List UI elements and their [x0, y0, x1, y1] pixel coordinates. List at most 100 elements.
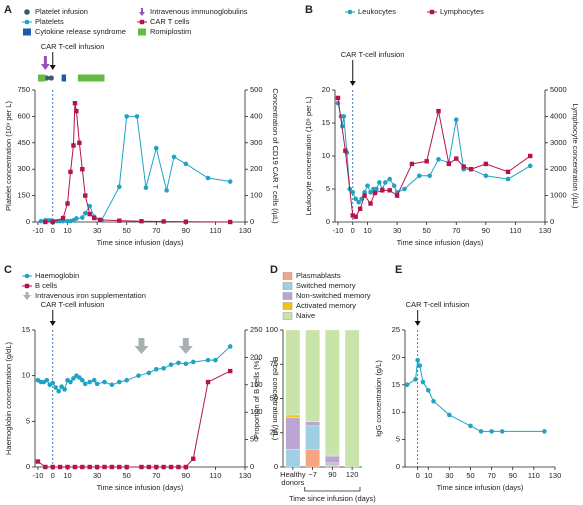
x-tick-label: -10: [33, 471, 44, 480]
data-point: [391, 183, 397, 188]
legend-label: Platelet infusion: [35, 7, 88, 16]
y-tick-label: 0: [26, 217, 30, 226]
data-point: [124, 114, 129, 119]
data-point: [171, 154, 177, 160]
data-point: [164, 188, 169, 193]
event-dot: [48, 75, 54, 81]
y2-tick-label: 300: [250, 138, 263, 147]
y-tick-label: 450: [17, 138, 30, 147]
data-point: [71, 143, 76, 148]
y2-tick-label: 100: [250, 407, 263, 416]
data-point: [343, 148, 348, 153]
data-point: [146, 370, 152, 376]
data-point: [50, 219, 55, 225]
data-point: [71, 376, 76, 381]
y-tick-label: 20: [392, 352, 400, 361]
legend-label: Activated memory: [296, 301, 356, 310]
legend-label: Lymphocytes: [440, 7, 484, 16]
x-tick-label: 90: [182, 226, 190, 235]
data-point: [205, 175, 211, 181]
x-tick-label: 30: [93, 471, 101, 480]
x-axis-label: Time since infusion (days): [397, 238, 484, 247]
data-point: [91, 377, 97, 383]
x-tick-label: 50: [123, 226, 131, 235]
x-tick-label: 70: [452, 226, 460, 235]
data-point: [227, 344, 233, 349]
bar-segment: [325, 329, 340, 457]
y2-tick-label: 0: [250, 462, 254, 471]
y-tick-label: 5: [396, 435, 400, 444]
bar-segment: [305, 449, 320, 468]
data-point: [409, 161, 415, 167]
y-tick-label: 10: [392, 407, 400, 416]
y-tick-label: 25: [392, 325, 400, 334]
y-tick-label: 25: [270, 428, 278, 437]
legend-marker: [139, 8, 145, 16]
legend-marker: [139, 19, 145, 25]
data-point: [176, 464, 181, 470]
x-tick-label: −7: [308, 471, 317, 479]
data-point: [374, 186, 379, 192]
x-tick-label: 130: [539, 226, 552, 235]
data-point: [446, 161, 452, 167]
x-tick-label: Healthy donors: [280, 471, 306, 487]
y2-tick-label: 150: [250, 380, 263, 389]
legend-label: Cytokine release syndrome: [35, 27, 126, 36]
legend-label: B cells: [35, 281, 57, 290]
x-tick-label: 110: [509, 226, 521, 235]
legend-marker: [24, 273, 30, 279]
data-point: [505, 176, 511, 182]
panel-letter: C: [4, 264, 12, 276]
data-point: [117, 464, 122, 470]
legend-label: CAR T cells: [150, 17, 190, 26]
data-point: [372, 190, 378, 196]
data-point: [416, 173, 422, 179]
x-axis-label: Time since infusion (days): [437, 483, 524, 492]
data-point: [353, 214, 358, 219]
data-point: [56, 388, 61, 394]
x-tick-label: -10: [33, 226, 44, 235]
y-tick-label: 150: [17, 191, 30, 200]
data-point: [377, 180, 382, 185]
data-point: [176, 360, 181, 366]
data-point: [97, 217, 103, 223]
bar-segment: [305, 329, 320, 422]
data-point: [436, 157, 441, 162]
x-tick-label: 10: [63, 471, 71, 480]
x-tick-label: 30: [393, 226, 401, 235]
panel-letter: D: [270, 264, 278, 276]
data-point: [50, 380, 56, 386]
data-point: [72, 464, 78, 470]
x-tick-label: 90: [482, 226, 490, 235]
data-point: [368, 201, 373, 206]
data-point: [124, 464, 129, 470]
panel-letter: E: [395, 264, 402, 276]
data-point: [427, 173, 432, 179]
data-point: [404, 382, 410, 388]
x-tick-label-box: Healthy donors: [280, 471, 306, 487]
annotation: CAR T-cell infusion: [341, 50, 405, 59]
data-point: [350, 213, 355, 218]
legend-label: Intravenous immunoglobulins: [150, 7, 248, 16]
data-point: [65, 201, 70, 206]
data-point: [168, 362, 174, 368]
data-point: [453, 117, 459, 122]
data-point: [82, 381, 88, 387]
data-point: [213, 357, 218, 363]
event-bar: [37, 74, 46, 82]
data-point: [205, 379, 211, 385]
data-point: [53, 385, 59, 390]
data-point: [77, 375, 82, 380]
data-point: [357, 206, 363, 211]
event-arrow: [178, 338, 193, 354]
y2-tick-label: 0: [250, 217, 254, 226]
data-point: [50, 464, 55, 470]
y-tick-label: 0: [26, 462, 30, 471]
bar-segment: [285, 417, 301, 450]
data-point: [431, 398, 436, 404]
y-tick-label: 20: [322, 85, 330, 94]
data-point: [417, 363, 423, 368]
legend-marker: [429, 9, 435, 15]
x-tick-label: 130: [239, 226, 252, 235]
y-tick-label: 300: [17, 164, 30, 173]
